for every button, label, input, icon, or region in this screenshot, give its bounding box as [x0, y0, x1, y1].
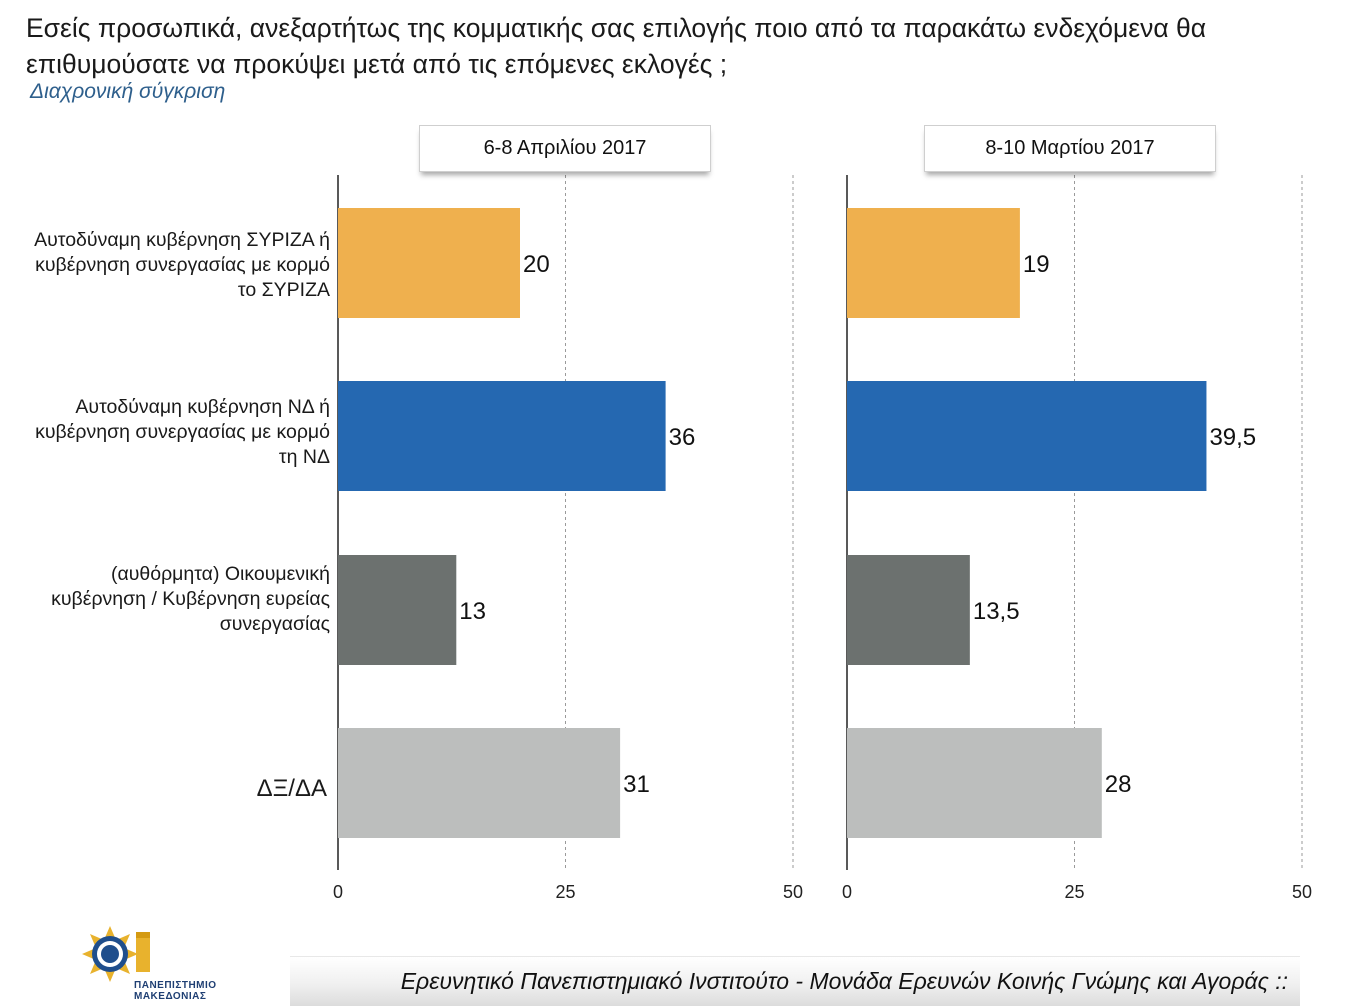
- label-line: κυβέρνηση συνεργασίας με κορμό: [35, 421, 330, 443]
- category-label-nd: Αυτοδύναμη κυβέρνηση ΝΔ ή κυβέρνηση συνε…: [0, 395, 330, 470]
- bar-value-label: 19: [1023, 251, 1050, 278]
- label-line: κυβέρνηση συνεργασίας με κορμό: [35, 254, 330, 276]
- bar-value-label: 39,5: [1209, 424, 1256, 451]
- question-title: Εσείς προσωπικά, ανεξαρτήτως της κομματι…: [26, 13, 1207, 79]
- logo-line: ΠΑΝΕΠΙΣΤΗΜΙΟ: [134, 980, 217, 991]
- label-line: Αυτοδύναμη κυβέρνηση ΣΥΡΙΖΑ ή: [34, 229, 330, 251]
- category-label-ecumenical: (αυθόρμητα) Οικουμενική κυβέρνηση / Κυβέ…: [0, 562, 330, 637]
- label-line: (αυθόρμητα) Οικουμενική: [110, 563, 330, 585]
- label-line: τη ΝΔ: [278, 446, 330, 468]
- charts-canvas: 0 25 50 20 36 13 31 0 25 50 19 39,5 13,5 28: [333, 175, 1312, 902]
- bar-value-label: 20: [523, 251, 550, 278]
- label-line: ΔΞ/ΔΑ: [256, 775, 327, 802]
- label-line: το ΣΥΡΙΖΑ: [237, 279, 330, 301]
- bar: [338, 728, 621, 838]
- bar: [338, 555, 457, 665]
- footer-text: Ερευνητικό Πανεπιστημιακό Ινστιτούτο - Μ…: [400, 968, 1288, 994]
- footer-bar: Ερευνητικό Πανεπιστημιακό Ινστιτούτο - Μ…: [290, 956, 1300, 1006]
- label-line: συνεργασίας: [219, 613, 330, 635]
- period-header-april: 6-8 Απριλίου 2017: [419, 125, 711, 172]
- bar-value-label: 28: [1105, 771, 1132, 798]
- bar-value-label: 36: [669, 424, 696, 451]
- x-tick-label: 25: [1064, 882, 1084, 902]
- x-tick-label: 25: [555, 882, 575, 902]
- bar-value-label: 13: [459, 598, 486, 625]
- bar: [847, 555, 970, 665]
- bar: [847, 728, 1102, 838]
- bar-value-label: 13,5: [973, 598, 1020, 625]
- label-line: κυβέρνηση / Κυβέρνηση ευρείας: [51, 588, 330, 610]
- category-label-syriza: Αυτοδύναμη κυβέρνηση ΣΥΡΙΖΑ ή κυβέρνηση …: [0, 228, 330, 303]
- bar: [847, 381, 1207, 491]
- bar-value-label: 31: [623, 771, 650, 798]
- university-name: ΠΑΝΕΠΙΣΤΗΜΙΟ ΜΑΚΕΔΟΝΙΑΣ: [134, 980, 224, 1002]
- category-label-dk: ΔΞ/ΔΑ: [0, 776, 327, 801]
- x-tick-label: 50: [1292, 882, 1312, 902]
- bar: [338, 381, 666, 491]
- x-tick-label: 50: [783, 882, 803, 902]
- x-tick-label: 0: [842, 882, 852, 902]
- university-seal-icon: [82, 926, 150, 982]
- bar: [847, 208, 1020, 318]
- x-tick-label: 0: [333, 882, 343, 902]
- period-header-march: 8-10 Μαρτίου 2017: [924, 125, 1216, 172]
- subtitle: Διαχρονική σύγκριση: [30, 80, 226, 103]
- bar: [338, 208, 520, 318]
- label-line: Αυτοδύναμη κυβέρνηση ΝΔ ή: [75, 396, 330, 418]
- logo-line: ΜΑΚΕΔΟΝΙΑΣ: [134, 991, 207, 1002]
